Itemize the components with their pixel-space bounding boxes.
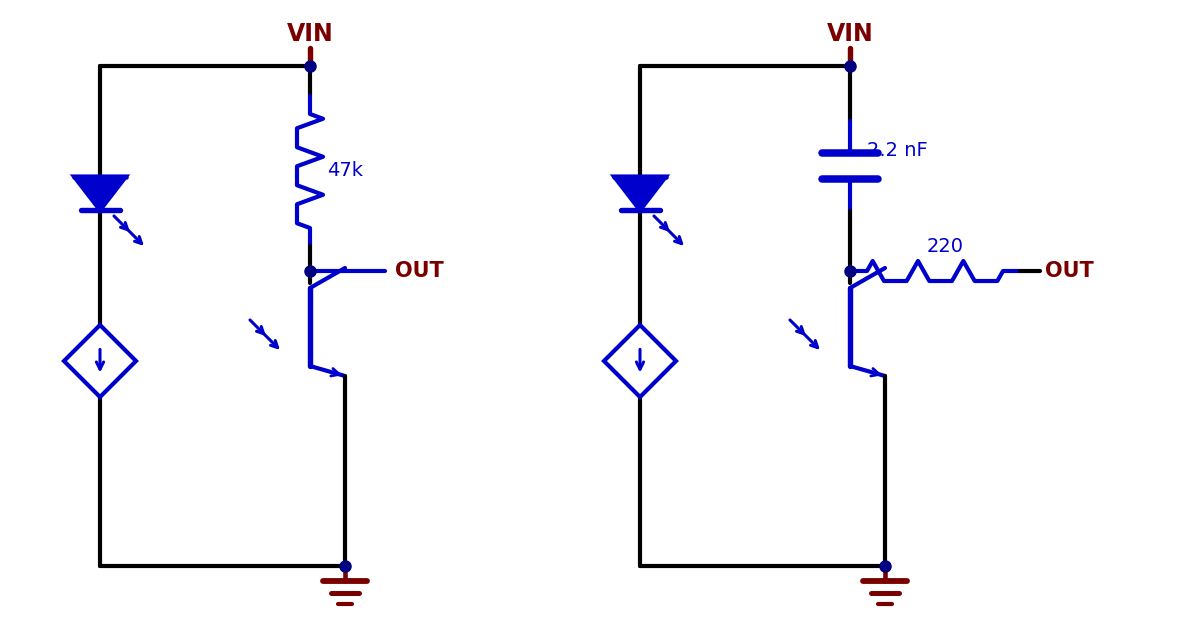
Polygon shape [604,325,676,397]
Text: VIN: VIN [827,22,874,46]
Text: 220: 220 [926,237,964,256]
Text: OUT: OUT [1045,261,1093,281]
Polygon shape [64,325,136,397]
Polygon shape [614,176,666,211]
Text: 47k: 47k [326,161,364,181]
Polygon shape [74,176,126,211]
Text: OUT: OUT [395,261,444,281]
Text: 2.2 nF: 2.2 nF [866,142,928,160]
Text: VIN: VIN [287,22,334,46]
